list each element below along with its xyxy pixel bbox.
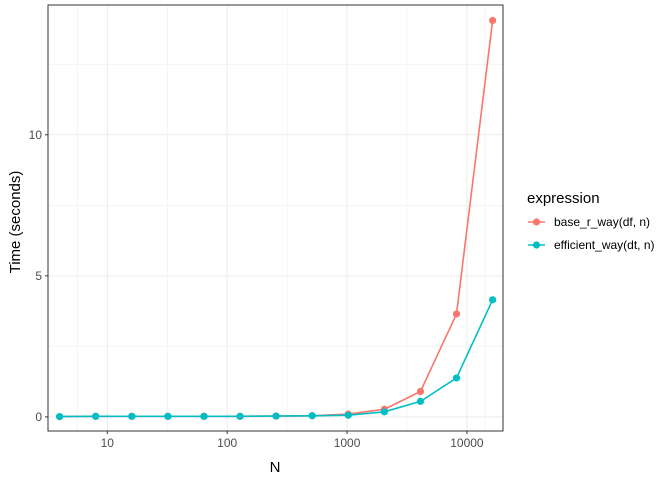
- data-point: [344, 411, 352, 419]
- legend-label: base_r_way(df, n): [554, 215, 650, 229]
- x-tick-label: 1000: [334, 436, 361, 450]
- data-point: [489, 16, 497, 25]
- y-axis-ticks: 0 5 10: [29, 128, 48, 424]
- data-point: [489, 296, 497, 304]
- y-tick-label: 5: [35, 269, 42, 283]
- x-axis-title: N: [270, 459, 281, 476]
- y-tick-label: 10: [29, 128, 43, 142]
- x-tick-label: 10: [101, 436, 115, 450]
- x-tick-label: 10000: [450, 436, 484, 450]
- data-point: [56, 413, 64, 421]
- data-point: [380, 408, 388, 416]
- data-point: [236, 412, 244, 420]
- data-point: [128, 412, 136, 420]
- data-point: [416, 387, 425, 396]
- data-point: [416, 397, 425, 405]
- series-2: [56, 296, 497, 421]
- data-point: [92, 412, 100, 420]
- y-axis-title: Time (seconds): [7, 171, 24, 274]
- data-point: [200, 412, 208, 420]
- minor-gridlines: [48, 5, 503, 431]
- legend-label: efficient_way(dt, n): [554, 238, 655, 252]
- data-point: [272, 412, 280, 420]
- data-point: [452, 310, 461, 318]
- legend-key-point: [532, 241, 541, 249]
- series-layer: [56, 16, 497, 421]
- x-axis-ticks: 10 100 1000 10000: [101, 431, 484, 450]
- legend-key-2: [528, 241, 545, 249]
- y-tick-label: 0: [35, 410, 42, 424]
- x-tick-label: 100: [217, 436, 237, 450]
- legend-key-point: [532, 218, 541, 226]
- data-point: [164, 412, 172, 420]
- legend-key-1: [528, 218, 545, 226]
- major-gridlines: [48, 5, 503, 431]
- data-point: [452, 374, 461, 382]
- legend: expression base_r_way(df, n) efficient_wa…: [527, 190, 655, 252]
- data-point: [308, 412, 316, 420]
- legend-title: expression: [527, 190, 600, 207]
- panel-border: [47, 4, 504, 432]
